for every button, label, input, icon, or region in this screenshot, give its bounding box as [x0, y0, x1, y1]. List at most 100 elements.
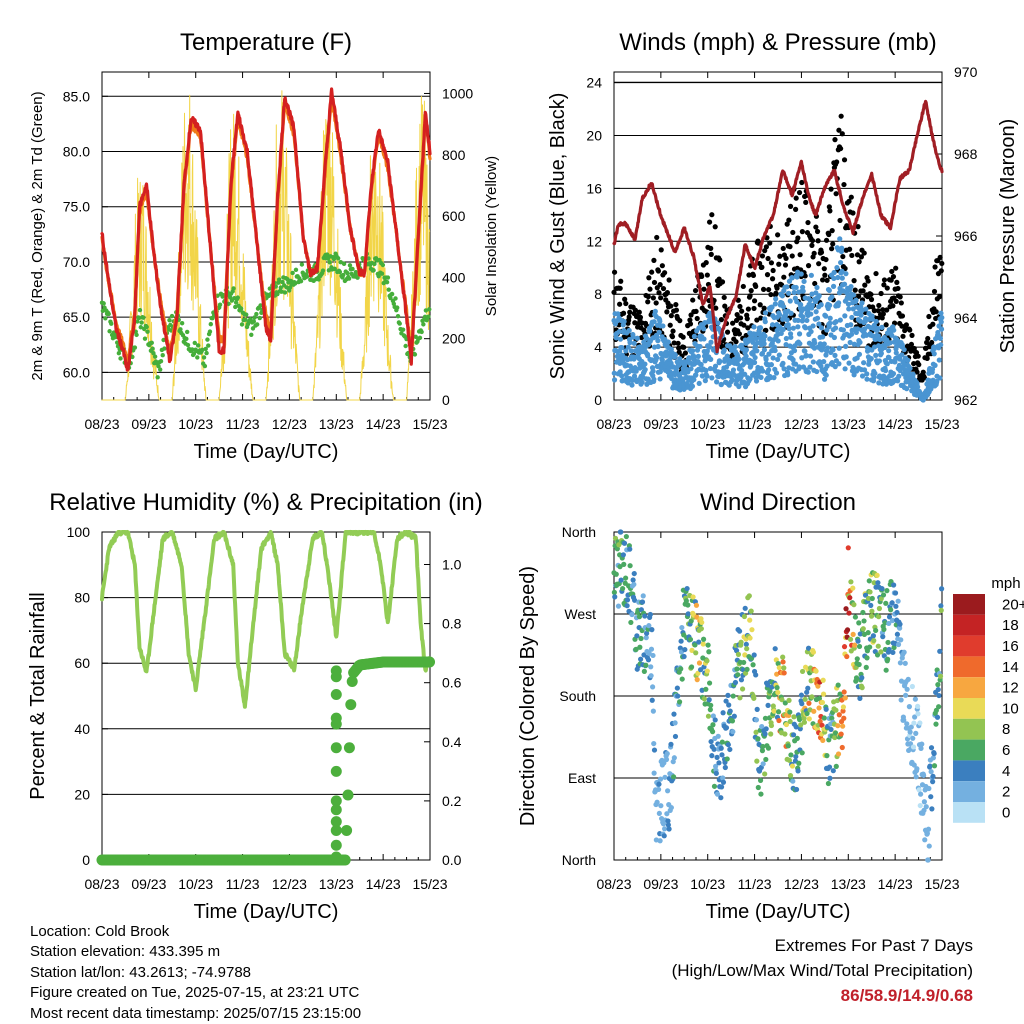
direction-point — [630, 577, 636, 583]
wind-point — [691, 377, 697, 383]
dewpoint-point — [258, 303, 263, 308]
wind-point — [618, 373, 625, 379]
winds-pressure-panel: Winds (mph) & Pressure (mb) Time (Day/UTC… — [547, 29, 1019, 463]
precip-point — [424, 656, 436, 668]
wind-point — [843, 354, 849, 360]
direction-point — [683, 598, 689, 604]
direction-point — [856, 643, 863, 650]
wind-point — [839, 245, 845, 251]
gust-point — [811, 250, 817, 256]
wind-point — [853, 297, 859, 303]
wind-point — [791, 348, 798, 354]
dewpoint-point — [203, 346, 208, 352]
wind-point — [832, 364, 838, 370]
wind-point — [814, 284, 820, 291]
wind-point — [932, 362, 938, 368]
gust-point — [657, 282, 663, 288]
direction-point — [765, 702, 771, 708]
direction-point — [665, 822, 671, 828]
direction-point — [895, 641, 902, 648]
wind-point — [850, 292, 857, 298]
gust-point — [745, 306, 751, 312]
direction-point — [878, 649, 884, 655]
gust-point — [841, 157, 848, 163]
gust-point — [909, 332, 915, 338]
direction-point — [884, 588, 890, 594]
direction-point — [819, 699, 826, 706]
wind-point — [823, 352, 829, 358]
direction-point — [832, 734, 838, 741]
wind-point — [690, 348, 696, 354]
wind-point — [878, 350, 884, 357]
gust-point — [805, 219, 811, 226]
wind-point — [691, 333, 698, 339]
direction-point — [917, 720, 923, 726]
direction-point — [898, 637, 904, 643]
direction-point — [729, 718, 736, 724]
direction-point — [751, 652, 757, 658]
direction-point — [727, 746, 733, 753]
direction-point — [708, 702, 714, 708]
direction-point — [923, 804, 929, 810]
gust-point — [764, 272, 771, 278]
direction-point — [883, 667, 889, 673]
direction-point — [935, 682, 941, 688]
direction-point — [699, 619, 705, 626]
wind-point — [751, 324, 757, 330]
wind-point — [859, 373, 866, 379]
direction-point — [867, 589, 873, 595]
precip-point — [341, 824, 353, 836]
wind-point — [843, 343, 849, 349]
wind-point — [842, 313, 848, 319]
dewpoint-point — [248, 316, 253, 322]
gust-point — [673, 307, 680, 313]
gust-point — [745, 325, 751, 331]
wind-point — [801, 278, 807, 285]
wind-point — [758, 374, 764, 381]
direction-point — [682, 646, 688, 653]
direction-point — [687, 636, 694, 643]
direction-point — [844, 653, 850, 660]
gust-point — [677, 318, 683, 324]
direction-point — [927, 763, 933, 769]
x-tick-label: 10/23 — [690, 876, 725, 892]
direction-point — [917, 802, 923, 809]
direction-point — [912, 714, 918, 720]
precip-point — [346, 676, 358, 688]
gust-point — [654, 234, 660, 241]
wind-point — [686, 355, 692, 361]
direction-point — [876, 614, 882, 620]
wind-point — [807, 353, 814, 359]
wind-point — [793, 284, 799, 291]
wind-series — [611, 236, 945, 403]
direction-point — [651, 747, 658, 753]
y-tick-label-right: 200 — [442, 331, 466, 347]
wind-point — [631, 340, 637, 346]
gust-point — [664, 289, 671, 296]
wind-point — [761, 347, 768, 353]
wind-point — [826, 287, 832, 294]
gust-point — [765, 255, 771, 262]
wind-point — [656, 329, 662, 335]
direction-point — [695, 670, 701, 676]
dewpoint-point — [244, 312, 249, 317]
wind-point — [830, 347, 836, 353]
direction-point — [775, 661, 781, 667]
x-tick-label: 13/23 — [831, 876, 866, 892]
chart-title: Winds (mph) & Pressure (mb) — [619, 29, 936, 56]
wind-point — [698, 361, 704, 368]
wind-point — [830, 283, 837, 289]
wind-point — [626, 327, 632, 334]
gust-point — [868, 291, 874, 298]
direction-point — [889, 600, 895, 606]
wind-point — [869, 316, 875, 322]
direction-point — [838, 731, 844, 737]
direction-point — [926, 843, 932, 849]
gust-point — [658, 295, 664, 301]
wind-point — [750, 339, 756, 345]
wind-point — [701, 336, 707, 342]
direction-point — [709, 753, 715, 759]
dewpoint-point — [280, 279, 285, 285]
gust-point — [760, 286, 767, 292]
colorbar-label: 10 — [1002, 700, 1019, 717]
